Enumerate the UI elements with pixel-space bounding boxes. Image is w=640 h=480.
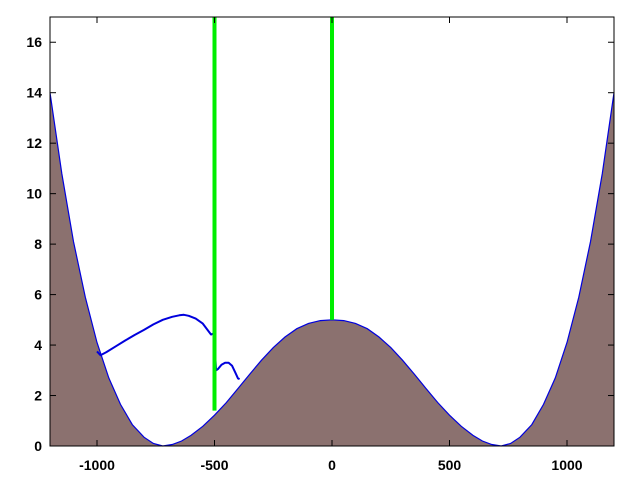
line-layer <box>96 313 241 381</box>
potential-area <box>50 92 614 446</box>
y-tick-label: 0 <box>34 438 42 454</box>
y-tick-label: 4 <box>34 337 42 353</box>
y-tick-label: 6 <box>34 287 42 303</box>
x-tick-label: 500 <box>438 457 462 473</box>
x-tick-label: -1000 <box>79 457 115 473</box>
vertical-line-layer <box>212 17 334 411</box>
trajectory-line <box>96 313 241 381</box>
y-tick-label: 16 <box>26 34 42 50</box>
y-tick-label: 8 <box>34 236 42 252</box>
y-axis: 0 2 4 6 8 10 12 14 16 <box>26 34 614 454</box>
y-tick-label: 12 <box>26 135 42 151</box>
x-tick-label: 0 <box>328 457 336 473</box>
x-axis: -1000 -500 0 500 1000 <box>79 17 583 473</box>
x-tick-label: 1000 <box>551 457 582 473</box>
y-tick-label: 14 <box>26 85 42 101</box>
x-tick-label: -500 <box>200 457 228 473</box>
y-tick-label: 2 <box>34 388 42 404</box>
y-tick-label: 10 <box>26 186 42 202</box>
